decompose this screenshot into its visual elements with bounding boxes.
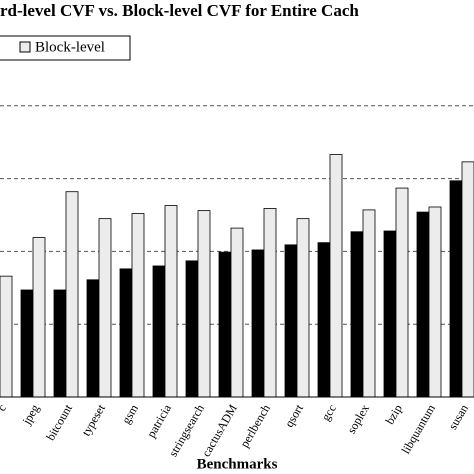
bar: [65, 191, 79, 398]
chart-title: rd-level CVF vs. Block-level CVF for Ent…: [0, 1, 359, 20]
x-tick-label: gsm: [119, 401, 141, 426]
bar: [296, 218, 310, 398]
x-tick-label: qsort: [282, 401, 306, 429]
bar: [251, 249, 265, 398]
x-tick-label: susan: [446, 402, 471, 432]
bar: [0, 275, 13, 398]
x-tick-label: typeset: [79, 401, 108, 438]
bar: [20, 289, 34, 398]
bar: [119, 268, 133, 398]
bar: [98, 218, 112, 398]
bar: [428, 206, 442, 398]
bar: [131, 213, 145, 398]
bar: [317, 242, 331, 398]
bar: [395, 187, 409, 398]
bar: [449, 180, 463, 398]
x-tick-label: jpeg: [19, 402, 42, 428]
bar: [284, 244, 298, 398]
x-axis-label: Benchmarks: [197, 456, 278, 472]
bar: [218, 251, 232, 398]
x-tick-label: patricia: [144, 401, 174, 440]
bar: [32, 237, 46, 398]
bar: [152, 265, 166, 398]
bar: [416, 211, 430, 398]
bar: [164, 205, 178, 398]
bar: [53, 289, 67, 398]
legend-label: Block-level: [35, 39, 105, 55]
bar: [362, 209, 376, 398]
bar: [86, 279, 100, 398]
legend-swatch: [19, 41, 31, 53]
x-tick-label: soplex: [344, 402, 372, 436]
bar: [185, 260, 199, 398]
x-tick-label: gcc: [319, 402, 339, 423]
x-tick-label: perlbench: [237, 402, 273, 450]
bar: [230, 227, 244, 398]
x-tick-label: bitcount: [43, 401, 75, 443]
bar: [329, 154, 343, 398]
x-tick-label: c: [0, 402, 9, 414]
bar: [263, 208, 277, 398]
bar: [383, 230, 397, 398]
bar: [461, 161, 474, 398]
bar: [350, 231, 364, 398]
x-tick-label: bzip: [383, 402, 405, 427]
bar: [197, 210, 211, 398]
